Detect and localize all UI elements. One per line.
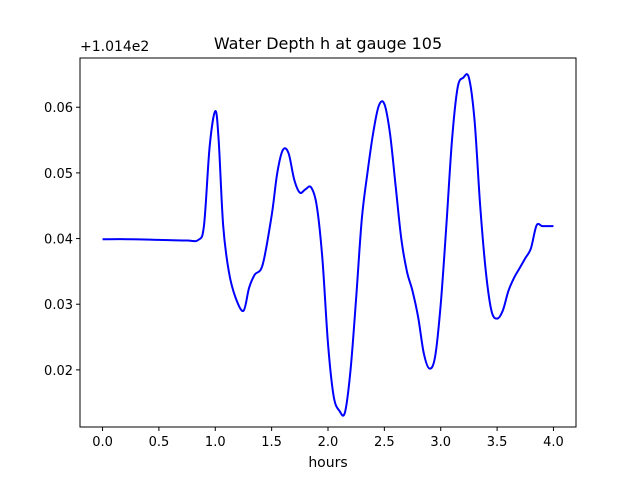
x-tick-label: 1.0 [205, 435, 226, 450]
axis-ticks: 0.0 0.5 1.0 1.5 2.0 2.5 3.0 3.5 4.0 0.02 0.03 0.04 0… [44, 101, 564, 450]
x-tick-label: 2.0 [318, 435, 339, 450]
y-tick-label: 0.03 [44, 298, 73, 313]
x-tick-label: 4.0 [543, 435, 564, 450]
y-tick-label: 0.06 [44, 101, 73, 116]
x-axis-label: hours [308, 455, 347, 471]
y-tick-label: 0.04 [44, 233, 73, 248]
x-tick-label: 0.5 [149, 435, 170, 450]
x-tick-label: 2.5 [374, 435, 395, 450]
series-line [102, 73, 554, 417]
x-tick-label: 0.0 [92, 435, 113, 450]
y-tick-label: 0.05 [44, 167, 73, 182]
y-tick-label: 0.02 [44, 364, 73, 379]
chart-title: Water Depth h at gauge 105 [214, 34, 442, 53]
x-tick-label: 3.0 [430, 435, 451, 450]
x-tick-label: 1.5 [261, 435, 282, 450]
x-tick-label: 3.5 [487, 435, 508, 450]
y-offset-label: +1.014e2 [80, 39, 149, 55]
plot-frame [79, 57, 577, 428]
series-layer [102, 73, 554, 417]
